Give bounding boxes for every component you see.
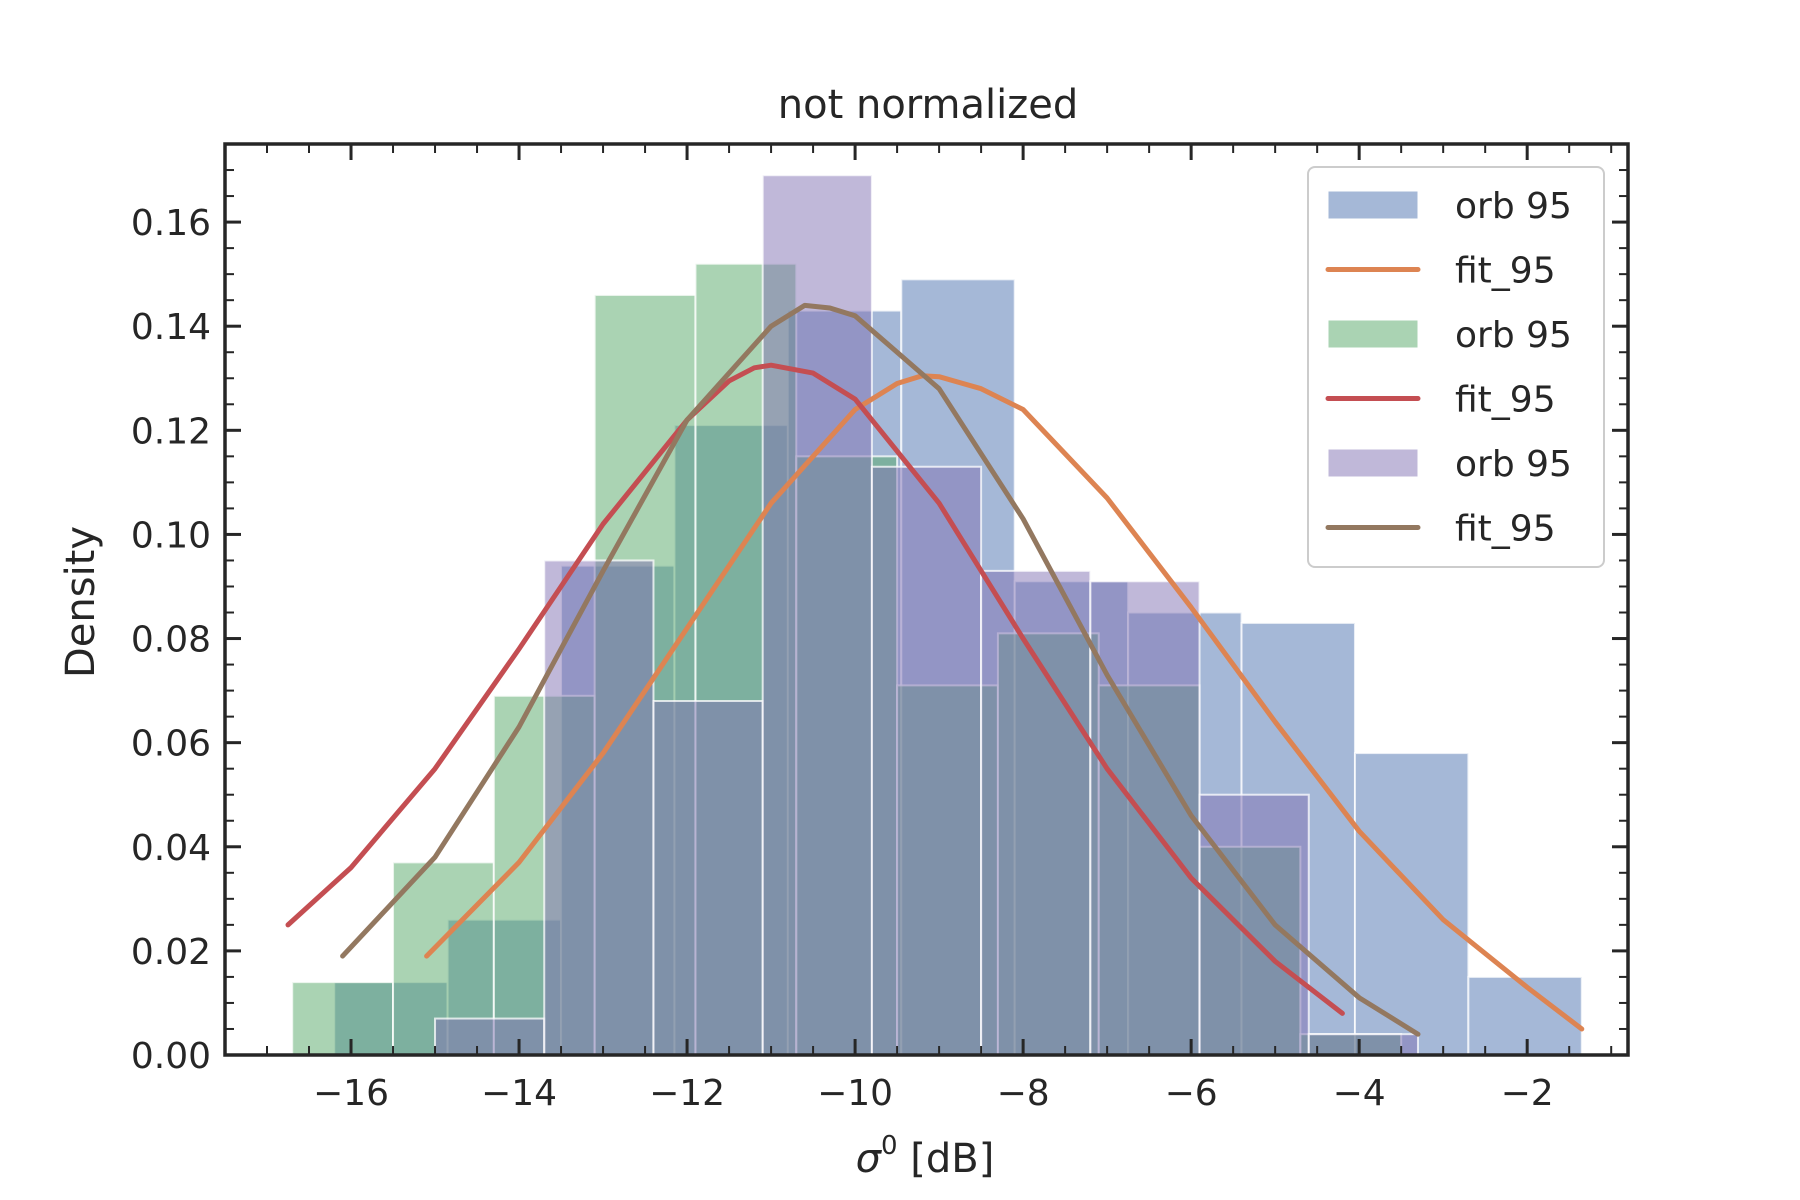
legend-box — [1307, 166, 1605, 568]
y-tick-label-5: 0.10 — [131, 515, 211, 556]
hist-bar-s0-b9 — [1353, 752, 1470, 1056]
legend-label-4: orb 95 — [1455, 444, 1572, 485]
histogram-bars — [291, 174, 1583, 1057]
hist-bar-s2-b0 — [291, 981, 395, 1056]
x-axis-label-symbol: σ — [856, 1136, 883, 1182]
x-axis-label: σ0 [dB] — [856, 1131, 995, 1182]
legend-swatch-2 — [1327, 319, 1419, 349]
hist-bar-s4-b4 — [870, 465, 983, 1056]
y-tick-label-7: 0.14 — [131, 307, 211, 348]
x-tick-label-6: −4 — [1333, 1073, 1386, 1114]
legend-label-0: orb 95 — [1455, 186, 1572, 227]
y-tick-label-6: 0.12 — [131, 411, 211, 452]
fit-line-s5 — [340, 302, 1421, 1037]
hist-bar-s4-b5 — [980, 569, 1092, 1057]
x-axis-label-unit: [dB] — [898, 1136, 995, 1182]
plot-frame — [223, 142, 1630, 1057]
y-tick-label-2: 0.04 — [131, 828, 211, 869]
y-tick-label-1: 0.02 — [131, 932, 211, 973]
y-tick-label-3: 0.06 — [131, 724, 211, 765]
x-tick-label-1: −14 — [481, 1073, 557, 1114]
x-tick-label-4: −8 — [997, 1073, 1050, 1114]
y-axis-label: Density — [58, 526, 104, 678]
fit-line-s1 — [424, 373, 1585, 1032]
hist-bar-s4-b0 — [434, 1017, 546, 1056]
x-tick-label-0: −16 — [313, 1073, 389, 1114]
axes-frame — [223, 142, 1630, 1057]
legend-label-2: orb 95 — [1455, 315, 1572, 356]
y-tick-label-8: 0.16 — [131, 203, 211, 244]
x-tick-label-3: −10 — [817, 1073, 893, 1114]
y-tick-label-4: 0.08 — [131, 620, 211, 661]
fit-line-s3 — [285, 362, 1345, 1016]
y-tick-label-0: 0.00 — [131, 1036, 211, 1077]
hist-bar-s4-b2 — [652, 700, 764, 1056]
hist-bar-s4-b7 — [1198, 793, 1310, 1056]
tick-labels: −16 −14 −12 −10 −8 −6 −4 −2 0.00 0.02 0.04 0.06 0.08… — [131, 203, 1554, 1114]
legend-label-5: fit_95 — [1455, 509, 1556, 550]
legend-label-1: fit_95 — [1455, 251, 1556, 292]
legend-label-3: fit_95 — [1455, 380, 1556, 421]
legend-swatch-0 — [1327, 190, 1419, 220]
legend-swatch-4 — [1327, 448, 1419, 478]
x-tick-label-5: −6 — [1165, 1073, 1218, 1114]
x-axis-label-superscript: 0 — [881, 1131, 898, 1161]
fit-lines — [285, 302, 1585, 1037]
chart-title: not normalized — [778, 82, 1079, 128]
x-tick-label-7: −2 — [1501, 1073, 1554, 1114]
x-tick-label-2: −12 — [649, 1073, 725, 1114]
axis-ticks — [224, 143, 1628, 1057]
